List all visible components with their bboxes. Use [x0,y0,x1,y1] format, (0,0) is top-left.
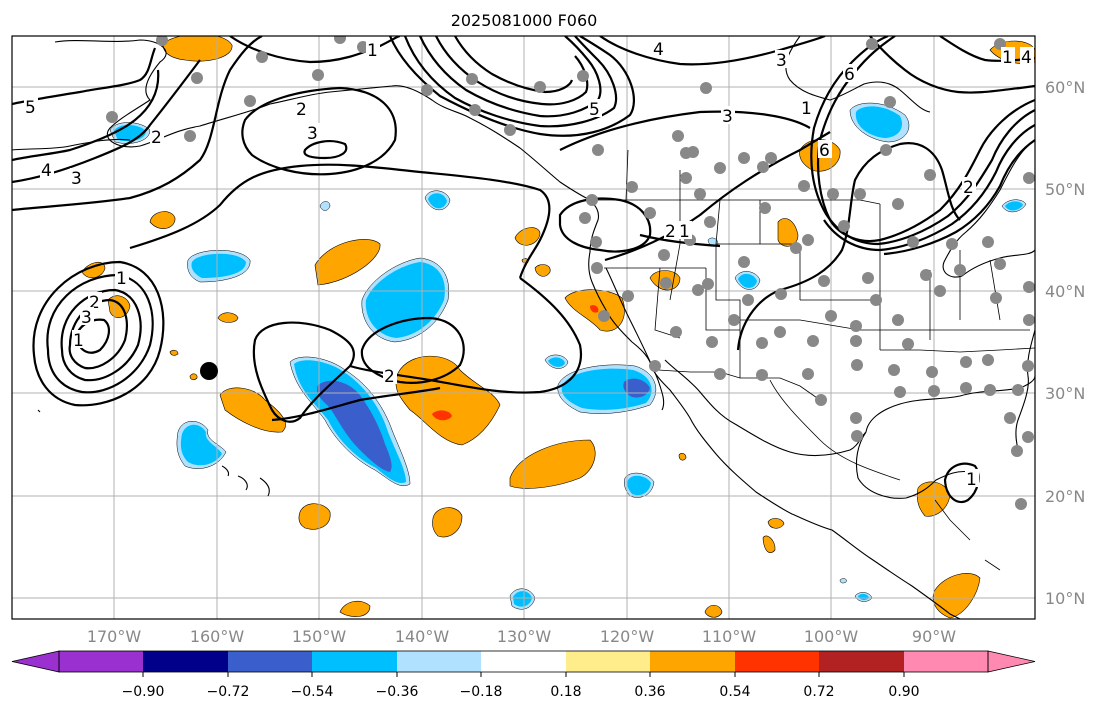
colorbar-segment [904,651,988,672]
map-plot: 5 4 3 2 3 2 2 1 1 2 3 1 2 1 [11,35,1036,620]
colorbar-tick-label: −0.54 [291,684,334,700]
colorbar-tick-label: −0.90 [122,684,165,700]
contour-label: 1 [1002,48,1013,68]
contour-label: 2 [151,128,162,148]
contour-label: 1 [966,470,977,490]
contour-value-labels: 5 4 3 2 3 2 2 1 1 2 3 1 2 1 [24,39,1034,490]
contour-label: 2 [963,178,974,198]
colorbar-tick-label: 0.72 [803,684,834,700]
lon-label: 100°W [804,627,859,646]
colorbar-frame [58,650,989,673]
colorbar-segment [228,651,312,672]
lon-label: 150°W [292,627,347,646]
lon-label: 120°W [600,627,655,646]
map-title: 2025081000 F060 [451,11,598,30]
longitude-labels: 170°W 160°W 150°W 140°W 130°W 120°W 110°… [87,627,956,646]
contour-label: 4 [41,161,52,181]
colorbar-tick-label: 0.36 [634,684,665,700]
colorbar-segment [566,651,650,672]
contour-label: 2 [89,293,100,313]
contour-label: 5 [589,100,600,120]
colorbar-segment [143,651,228,672]
map-frame [11,35,1036,620]
contour-label: 4 [1021,48,1032,68]
colorbar-tick-labels: −0.90 −0.72 −0.54 −0.36 −0.18 0.18 0.36 … [122,684,920,700]
contour-label: 1 [801,99,812,119]
lon-label: 170°W [87,627,142,646]
political-borders [598,149,1035,571]
contour-label: 2 [665,222,676,242]
colorbar-segment [819,651,904,672]
latitude-labels: 60°N 50°N 40°N 30°N 20°N 10°N [1045,78,1085,608]
lat-label: 50°N [1045,180,1085,199]
colorbar-tick-label: −0.36 [376,684,419,700]
colorbar-segment [735,651,819,672]
contour-label: 6 [819,141,830,161]
contour-label: 3 [776,51,787,71]
contour-label: 6 [844,65,855,85]
lon-label: 90°W [912,627,956,646]
contour-label: 2 [296,100,307,120]
colorbar-tick-label: 0.90 [888,684,919,700]
contour-label: 2 [384,367,395,387]
colorbar-extend-max [987,650,1036,673]
lat-label: 20°N [1045,487,1085,506]
lat-label: 30°N [1045,384,1085,403]
colorbar-ticks [142,672,905,677]
contour-label: 3 [81,308,92,328]
colorbar-segment [481,651,566,672]
lat-label: 40°N [1045,282,1085,301]
contour-label: 1 [116,269,127,289]
contour-label: 3 [71,169,82,189]
contour-label: 1 [73,331,84,351]
contour-label: 1 [367,41,378,61]
colorbar-segment [59,651,143,672]
colorbar-tick-label: −0.18 [460,684,503,700]
contour-label: 5 [25,98,36,118]
storm-center-marker [200,362,218,380]
colorbar-extend-min [11,650,60,673]
lon-label: 140°W [395,627,450,646]
lon-label: 110°W [702,627,757,646]
colorbar-segment [397,651,481,672]
colorbar-tick-label: 0.18 [550,684,581,700]
lat-label: 10°N [1045,589,1085,608]
lon-label: 160°W [190,627,245,646]
contour-label: 3 [722,107,733,127]
colorbar-tick-label: 0.54 [719,684,750,700]
colorbar-segment [650,651,735,672]
contour-label: 3 [307,124,318,144]
lon-label: 130°W [497,627,552,646]
colorbar-tick-label: −0.72 [207,684,250,700]
contour-label: 1 [679,222,690,242]
station-markers [106,36,1035,510]
contour-label: 4 [653,40,664,60]
colorbar: −0.90 −0.72 −0.54 −0.36 −0.18 0.18 0.36 … [11,650,1036,700]
colorbar-segment [312,651,397,672]
lat-label: 60°N [1045,78,1085,97]
